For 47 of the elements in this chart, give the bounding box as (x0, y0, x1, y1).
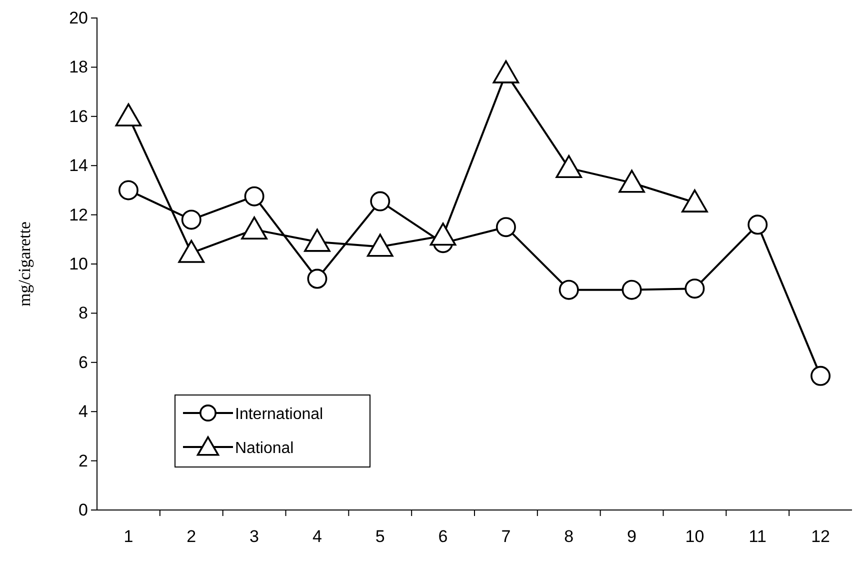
point (618, 170, 645, 193)
point (178, 240, 205, 263)
y-tick-label: 8 (78, 304, 88, 323)
point (556, 155, 582, 178)
x-tick-label: 2 (186, 527, 196, 546)
x-tick-label: 5 (375, 527, 385, 546)
y-tick-label: 0 (78, 500, 88, 520)
point (810, 366, 831, 386)
x-tick-label: 3 (250, 527, 260, 546)
y-tick-label: 12 (69, 205, 88, 224)
point (115, 103, 142, 126)
x-tick-label: 7 (501, 527, 511, 546)
x-tick-label: 4 (312, 527, 322, 546)
point (181, 210, 202, 230)
point (244, 186, 264, 206)
point (496, 217, 516, 238)
legend-label: International (235, 406, 324, 423)
y-axis-title: mg/cigarette (15, 222, 34, 306)
y-tick-label: 2 (78, 451, 88, 470)
x-tick-label: 9 (627, 527, 637, 546)
point (304, 228, 330, 252)
point (622, 280, 642, 300)
point (684, 278, 705, 299)
point (370, 191, 390, 212)
point (430, 222, 456, 246)
point (558, 280, 579, 300)
y-tick-label: 6 (78, 352, 88, 372)
point (366, 234, 394, 257)
y-tick-label: 14 (69, 156, 88, 176)
y-tick-label: 4 (78, 402, 88, 422)
point (118, 180, 138, 200)
x-tick-label: 8 (564, 527, 574, 546)
point (682, 189, 708, 212)
y-tick-label: 16 (69, 106, 88, 126)
point (241, 216, 268, 240)
point (492, 60, 520, 84)
x-tick-label: 1 (124, 527, 134, 546)
y-tick-label: 18 (69, 58, 88, 77)
point (748, 214, 768, 235)
x-tick-label: 10 (685, 527, 704, 546)
x-tick-label: 12 (811, 527, 830, 546)
legend-label: National (235, 440, 294, 457)
x-tick-label: 11 (748, 527, 766, 546)
x-tick-label: 6 (438, 527, 448, 546)
y-tick-label: 20 (69, 8, 88, 28)
point (307, 268, 328, 289)
y-tick-label: 10 (69, 254, 88, 274)
